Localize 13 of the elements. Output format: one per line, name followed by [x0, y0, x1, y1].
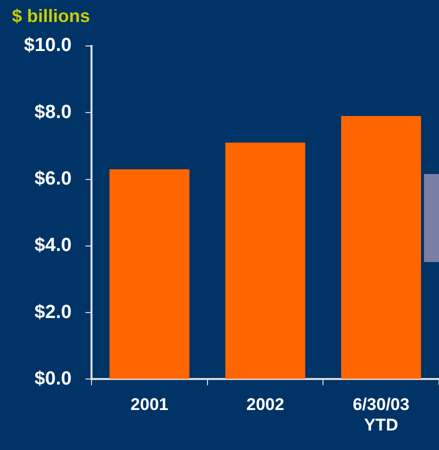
y-tick-label: $4.0 — [34, 235, 72, 256]
y-tick-label: $0.0 — [34, 368, 72, 390]
y-axis-title: $ billions — [12, 6, 90, 27]
bar — [341, 116, 422, 379]
x-tick-label: 2002 — [246, 395, 284, 414]
y-tick-label: $2.0 — [34, 302, 72, 323]
bar — [225, 142, 306, 379]
x-tick-label: 6/30/03 YTD — [352, 395, 410, 434]
bar — [110, 169, 190, 379]
y-tick-label: $8.0 — [34, 102, 72, 123]
x-tick-label: 2001 — [130, 395, 168, 414]
y-tick-label: $10.0 — [24, 35, 72, 56]
y-tick-label: $6.0 — [34, 168, 72, 190]
